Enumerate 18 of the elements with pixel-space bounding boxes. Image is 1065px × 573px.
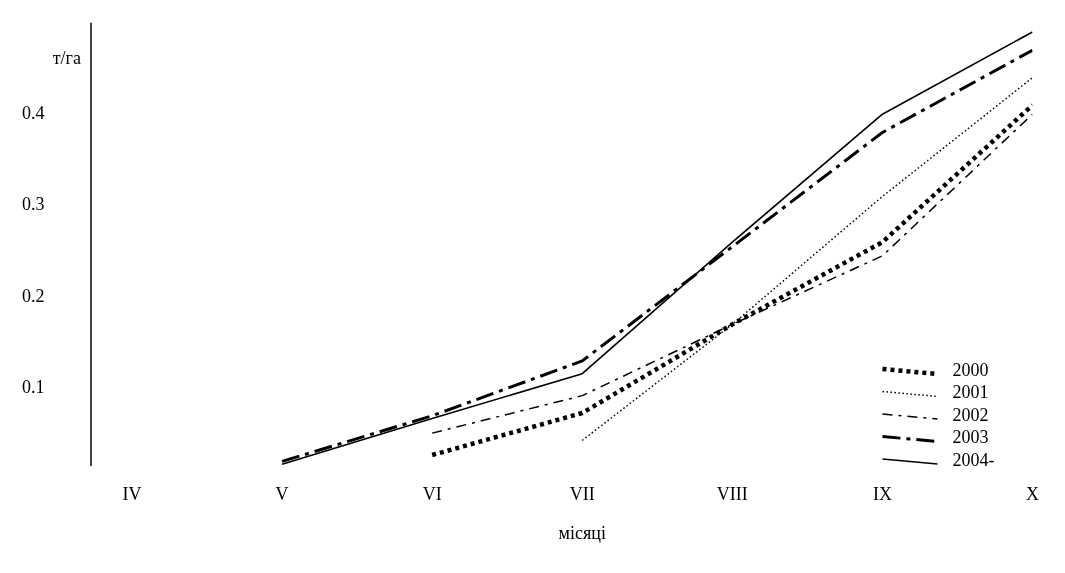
- y-tick-label: 0.4: [22, 102, 45, 123]
- y-axis-title: т/га: [52, 47, 81, 68]
- x-axis-title: місяці: [558, 522, 606, 543]
- legend-label: 2001: [952, 382, 989, 403]
- x-tick-label: VI: [422, 483, 442, 504]
- legend-label: 2003: [952, 427, 989, 448]
- x-tick-label: IX: [872, 483, 892, 504]
- x-tick-label: IV: [122, 483, 142, 504]
- y-tick-label: 0.3: [22, 194, 45, 215]
- y-tick-label: 0.2: [22, 285, 45, 306]
- x-tick-label: V: [275, 483, 289, 504]
- y-tick-label: 0.1: [22, 377, 45, 398]
- x-tick-label: VII: [569, 483, 595, 504]
- x-tick-label: X: [1026, 483, 1039, 504]
- legend-label: 2004-: [952, 449, 995, 470]
- legend-label: 2002: [952, 404, 989, 425]
- x-tick-label: VIII: [716, 483, 748, 504]
- legend-label: 2000: [952, 359, 989, 380]
